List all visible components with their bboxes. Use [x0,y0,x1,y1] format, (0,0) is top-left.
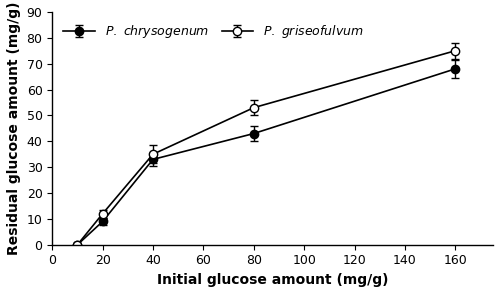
Y-axis label: Residual glucose amount (mg/g): Residual glucose amount (mg/g) [7,1,21,255]
X-axis label: Initial glucose amount (mg/g): Initial glucose amount (mg/g) [157,273,388,287]
Legend: $\it{P.\ chrysogenum}$, $\it{P.\ griseofulvum}$: $\it{P.\ chrysogenum}$, $\it{P.\ griseof… [58,18,368,45]
